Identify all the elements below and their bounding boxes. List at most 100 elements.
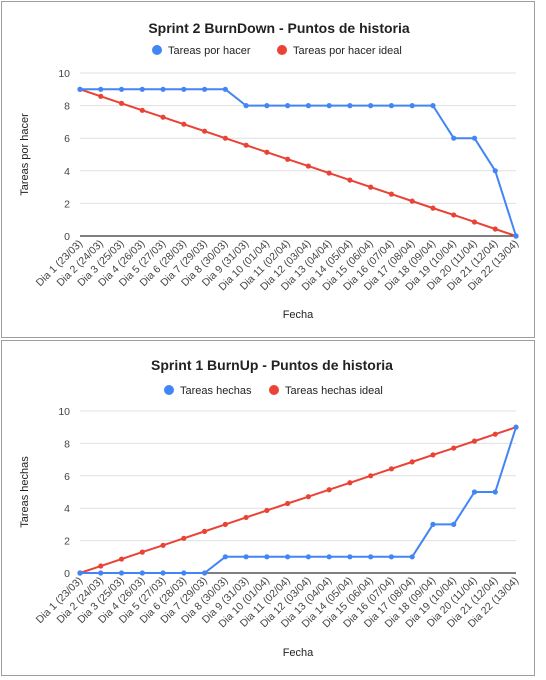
data-point: [98, 570, 104, 576]
legend-marker: [152, 45, 162, 55]
data-point: [305, 554, 311, 560]
y-tick-label: 2: [64, 536, 70, 548]
data-point: [264, 554, 270, 560]
data-point: [118, 86, 125, 92]
data-point: [77, 86, 83, 92]
series-line: [80, 88, 517, 237]
x-axis-label: Fecha: [283, 647, 314, 659]
y-tick-label: 10: [58, 406, 70, 418]
data-point: [492, 226, 498, 232]
data-point: [222, 521, 228, 527]
data-point: [388, 191, 395, 197]
data-point: [388, 466, 395, 472]
y-tick-label: 10: [58, 68, 70, 80]
legend-label: Tareas hechas: [180, 385, 252, 397]
data-point: [264, 507, 270, 514]
data-point: [347, 554, 353, 560]
y-tick-label: 8: [64, 101, 70, 113]
data-point: [347, 177, 353, 183]
data-point: [77, 570, 83, 576]
data-point: [430, 521, 436, 527]
data-point: [201, 128, 208, 134]
data-point: [305, 163, 311, 169]
data-point: [243, 554, 249, 560]
x-axis-label: Fecha: [283, 309, 314, 321]
data-point: [285, 156, 291, 162]
data-point: [347, 103, 353, 109]
data-point: [326, 554, 332, 560]
data-point: [285, 500, 291, 507]
data-point: [326, 487, 332, 493]
data-point: [181, 535, 187, 541]
data-point: [160, 86, 166, 92]
data-point: [471, 135, 478, 141]
data-point: [160, 542, 166, 548]
data-point: [451, 521, 457, 527]
y-tick-label: 6: [64, 133, 70, 145]
data-point: [368, 103, 374, 109]
data-point: [181, 121, 187, 127]
data-point: [513, 233, 519, 239]
data-point: [139, 549, 145, 555]
data-point: [139, 107, 145, 113]
y-tick-label: 6: [64, 471, 70, 483]
data-point: [409, 103, 415, 109]
data-point: [201, 86, 208, 92]
data-point: [243, 514, 249, 521]
chart-title: Sprint 2 BurnDown - Puntos de historia: [148, 20, 410, 36]
data-point: [181, 86, 187, 92]
data-point: [305, 103, 311, 109]
data-point: [139, 570, 145, 576]
burndown-chart: Sprint 2 BurnDown - Puntos de historia Ta…: [19, 20, 521, 321]
legend-marker: [164, 385, 174, 395]
data-point: [409, 198, 415, 204]
data-point: [326, 103, 332, 109]
legend-label: Tareas por hacer: [168, 45, 251, 57]
data-point: [98, 93, 104, 99]
data-point: [181, 570, 187, 576]
data-point: [243, 142, 249, 148]
data-point: [492, 168, 498, 174]
legend-label: Tareas por hacer ideal: [293, 45, 402, 57]
data-point: [430, 205, 436, 211]
data-point: [139, 86, 145, 92]
data-point: [201, 570, 208, 576]
legend-marker: [277, 45, 287, 55]
series-line: [79, 88, 517, 237]
y-axis-label: Tareas por hacer: [19, 113, 31, 196]
data-point: [430, 103, 436, 109]
data-point: [451, 212, 457, 218]
data-point: [243, 103, 249, 109]
data-point: [222, 86, 228, 92]
data-point: [368, 473, 374, 479]
data-point: [118, 556, 125, 562]
data-point: [98, 86, 104, 92]
chart-title: Sprint 1 BurnUp - Puntos de historia: [151, 357, 393, 373]
series-line: [79, 426, 517, 574]
y-tick-label: 4: [64, 166, 70, 178]
data-point: [326, 170, 332, 176]
y-tick-label: 8: [64, 438, 70, 450]
data-point: [285, 103, 291, 109]
data-point: [222, 135, 228, 141]
data-point: [285, 554, 291, 560]
data-point: [222, 554, 228, 560]
data-point: [471, 219, 478, 225]
data-point: [451, 445, 457, 451]
data-point: [118, 570, 125, 576]
data-point: [160, 114, 166, 120]
data-point: [305, 494, 311, 500]
data-point: [492, 431, 498, 437]
data-point: [368, 554, 374, 560]
data-point: [409, 554, 415, 560]
data-point: [98, 563, 104, 569]
legend: Tareas hechas Tareas hechas ideal: [164, 385, 383, 397]
data-point: [368, 184, 374, 190]
data-point: [347, 480, 353, 486]
burnup-chart-panel: Sprint 1 BurnUp - Puntos de historia Tare…: [1, 340, 535, 676]
data-point: [451, 135, 457, 141]
data-point: [492, 489, 498, 495]
data-point: [513, 424, 519, 430]
data-point: [118, 100, 125, 106]
burnup-chart: Sprint 1 BurnUp - Puntos de historia Tare…: [19, 357, 521, 659]
